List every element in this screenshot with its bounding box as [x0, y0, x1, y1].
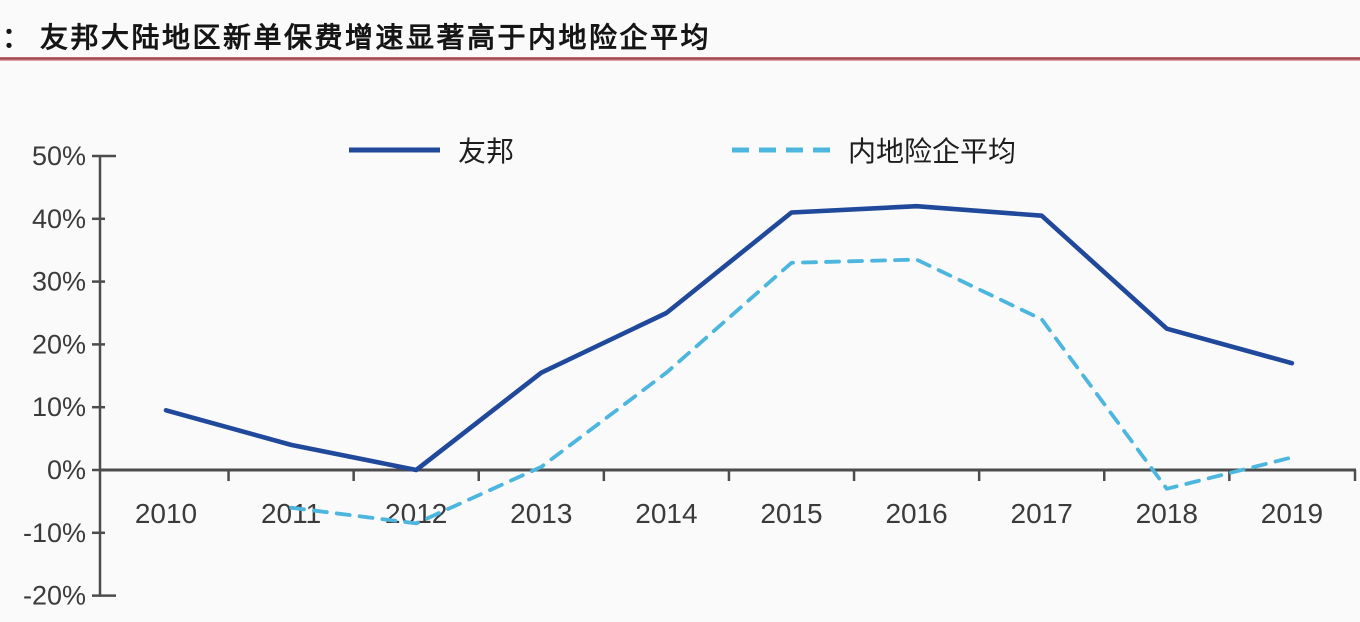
series-line-0: [163, 203, 1295, 473]
x-tick-label: 2016: [885, 498, 947, 529]
legend-item-aia: 友邦: [348, 131, 514, 169]
x-tick-label: 2010: [135, 498, 197, 529]
title-divider: [0, 57, 1360, 61]
x-tick-label: 2011: [261, 498, 321, 529]
y-tick-label: -10%: [23, 518, 86, 548]
x-tick-label: 2018: [1136, 498, 1198, 529]
x-tick-label: 2019: [1261, 498, 1323, 529]
x-tick-label: 2017: [1011, 498, 1073, 529]
series-line-1: [289, 257, 1294, 526]
page-title: 友邦大陆地区新单保费增速显著高于内地险企平均: [40, 21, 712, 54]
y-tick-label: 50%: [32, 141, 86, 171]
y-tick-label: 40%: [32, 204, 86, 234]
legend-label-mainland: 内地险企平均: [848, 135, 1017, 168]
x-tick-label: 2015: [760, 498, 822, 529]
title-row: ： 友邦大陆地区新单保费增速显著高于内地险企平均: [0, 16, 1360, 54]
x-tick-label: 2014: [635, 498, 697, 529]
solid-line-icon: [349, 147, 440, 153]
y-tick-label: 30%: [32, 267, 86, 297]
y-tick-label: 20%: [32, 329, 86, 359]
legend-label-aia: 友邦: [458, 135, 515, 168]
title-colon: ：: [2, 21, 31, 54]
y-tick-label: 0%: [47, 455, 86, 485]
dashed-line-icon: [732, 147, 830, 153]
x-tick-label: 2013: [510, 498, 572, 529]
chart-legend: 友邦 内地险企平均: [0, 131, 1360, 169]
y-tick-label: -20%: [23, 581, 86, 611]
y-tick-label: 10%: [32, 392, 86, 422]
legend-item-mainland: 内地险企平均: [731, 131, 1016, 169]
